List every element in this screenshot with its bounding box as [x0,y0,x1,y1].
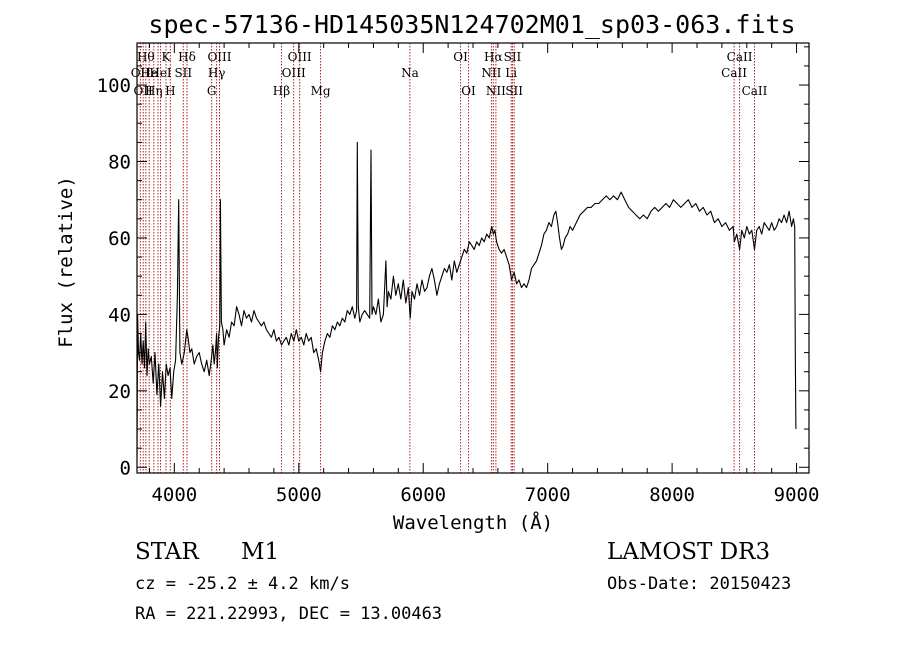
line-marker-label: OII [134,84,154,98]
line-marker-label: OI [453,50,468,64]
line-marker-label: OI [461,84,476,98]
line-marker-label: OII [131,66,151,80]
line-marker-label: Li [505,66,517,80]
line-marker-label: NII [486,84,506,98]
line-marker-label: OIII [282,66,306,80]
line-marker-label: CaII [742,84,768,98]
obs-date: Obs-Date: 20150423 [607,574,791,594]
x-tick-label: 4000 [151,484,197,506]
y-tick-label: 80 [108,151,131,173]
line-marker-label: NII [481,66,501,80]
line-marker-label: OIII [207,50,231,64]
line-marker-label: SII [505,84,523,98]
line-marker-label: Hδ [178,50,196,64]
line-marker-label: He [140,66,158,80]
survey-name: LAMOST DR3 [607,539,770,565]
line-marker-label: HeI [149,66,172,80]
spectrum-line [136,141,797,456]
y-tick-label: 20 [108,381,131,403]
x-tick-label: 7000 [525,484,571,506]
y-tick-label: 40 [108,304,131,326]
line-marker-label: SII [504,50,522,64]
line-marker-labels: OII OII Hθ He Hη HeI K H SII Hδ G Hγ OIII Hβ OIII OIII M… [131,50,768,98]
plot-frame [136,42,810,474]
x-tick-label: 8000 [649,484,695,506]
y-tick-label: 60 [108,228,131,250]
line-marker-label: K [162,50,172,64]
line-markers [139,43,755,473]
line-marker-label: G [207,84,217,98]
line-marker-label: Mg [311,84,331,98]
line-marker-label: Hη [145,84,163,98]
line-marker-label: Hθ [137,50,155,64]
line-marker-label: SII [174,66,192,80]
line-marker-label: Na [401,66,419,80]
line-marker-label: CaII [727,50,753,64]
x-tick-label: 6000 [400,484,446,506]
line-marker-label: CaII [721,66,747,80]
line-marker-label: Hβ [273,84,290,98]
x-tick-label: 5000 [276,484,322,506]
y-axis-label: Flux (relative) [55,176,77,348]
x-tick-label: 9000 [774,484,820,506]
y-tick-label: 0 [120,457,131,479]
redshift-info: cz = -25.2 ± 4.2 km/s [135,574,350,594]
x-axis-label: Wavelength (Å) [393,511,553,534]
y-tick-label: 100 [97,75,131,97]
object-subclass: M1 [241,539,279,565]
coordinates: RA = 221.22993, DEC = 13.00463 [135,604,442,624]
object-class: STAR [135,539,199,565]
chart-title: spec-57136-HD145035N124702M01_sp03-063.f… [148,10,795,39]
line-marker-label: Hα [484,50,503,64]
line-marker-label: OIII [288,50,312,64]
line-marker-label: H [165,84,175,98]
line-marker-label: Hγ [208,66,226,80]
axis-ticks: 4000 5000 6000 7000 8000 9000 0 20 40 60 80 100 [97,43,820,506]
